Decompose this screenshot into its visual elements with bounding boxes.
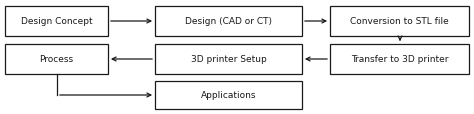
Bar bbox=[330, 45, 469, 74]
Text: Design (CAD or CT): Design (CAD or CT) bbox=[185, 17, 272, 26]
Bar bbox=[5, 45, 108, 74]
Text: Process: Process bbox=[39, 55, 73, 64]
Text: 3D printer Setup: 3D printer Setup bbox=[191, 55, 266, 64]
Bar bbox=[155, 81, 302, 109]
Bar bbox=[5, 7, 108, 37]
Bar bbox=[155, 45, 302, 74]
Text: Applications: Applications bbox=[201, 91, 256, 100]
Bar bbox=[155, 7, 302, 37]
Bar bbox=[330, 7, 469, 37]
Text: Conversion to STL file: Conversion to STL file bbox=[350, 17, 449, 26]
Text: Design Concept: Design Concept bbox=[21, 17, 92, 26]
Text: Transfer to 3D printer: Transfer to 3D printer bbox=[351, 55, 448, 64]
